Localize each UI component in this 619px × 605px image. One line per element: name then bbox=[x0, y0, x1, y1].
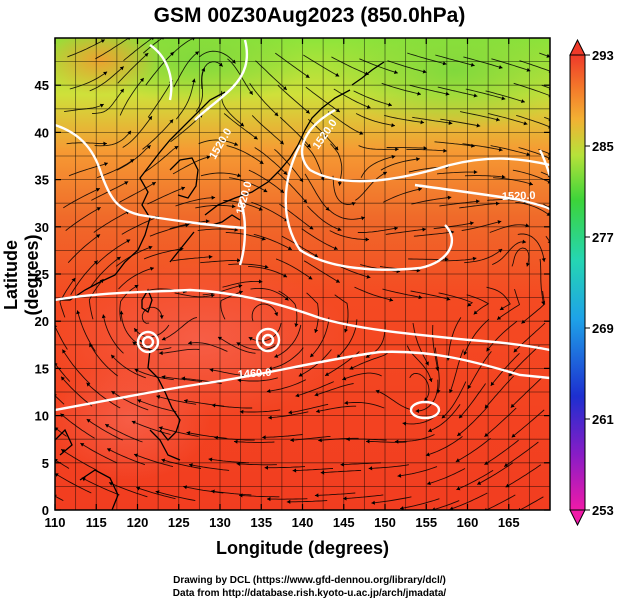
x-tick-label: 140 bbox=[292, 515, 314, 530]
colorbar-label: 261 bbox=[592, 412, 614, 427]
y-tick-label: 15 bbox=[35, 361, 49, 376]
x-tick-label: 130 bbox=[209, 515, 231, 530]
x-tick-label: 150 bbox=[374, 515, 396, 530]
x-tick-label: 115 bbox=[86, 515, 107, 530]
y-tick-label: 35 bbox=[35, 173, 49, 188]
y-tick-label: 5 bbox=[42, 456, 49, 471]
colorbar-label: 269 bbox=[592, 321, 614, 336]
height-contours bbox=[55, 39, 550, 420]
x-tick-label: 120 bbox=[127, 515, 149, 530]
colorbar-label: 293 bbox=[592, 48, 614, 63]
y-tick-label: 40 bbox=[35, 125, 49, 140]
colorbar-label: 253 bbox=[592, 503, 614, 518]
x-tick-label: 155 bbox=[415, 515, 437, 530]
x-tick-label: 145 bbox=[333, 515, 355, 530]
contour-label: 1520.0 bbox=[502, 190, 536, 203]
colorbar-label: 285 bbox=[592, 139, 614, 154]
y-tick-label: 20 bbox=[35, 314, 49, 329]
x-tick-label: 135 bbox=[250, 515, 272, 530]
colorbar: 293 285 277 269 261 253 bbox=[569, 38, 614, 527]
y-axis-ticks: 0 5 10 15 20 25 30 35 40 45 bbox=[35, 78, 550, 518]
credit-drawing: Drawing by DCL (https://www.gfd-dennou.o… bbox=[173, 575, 446, 586]
contour-label: 1460.0 bbox=[237, 367, 271, 381]
y-axis-label: Latitude (degrees) bbox=[1, 234, 42, 316]
x-axis-label: Longitude (degrees) bbox=[215, 538, 389, 558]
credit-data: Data from http://database.rish.kyoto-u.a… bbox=[172, 588, 447, 599]
x-tick-label: 160 bbox=[457, 515, 479, 530]
chart-title: GSM 00Z30Aug2023 (850.0hPa) bbox=[153, 4, 466, 27]
x-tick-label: 165 bbox=[498, 515, 520, 530]
colorbar-gradient bbox=[569, 54, 586, 511]
x-tick-label: 110 bbox=[45, 515, 66, 530]
y-tick-label: 0 bbox=[42, 503, 49, 518]
colorbar-top-arrow bbox=[569, 38, 586, 56]
colorbar-label: 277 bbox=[592, 230, 614, 245]
coastlines bbox=[55, 61, 385, 510]
wind-streamlines bbox=[55, 38, 550, 510]
x-tick-label: 125 bbox=[168, 515, 190, 530]
y-tick-label: 10 bbox=[35, 409, 49, 424]
y-tick-label: 25 bbox=[35, 267, 49, 282]
y-tick-label: 30 bbox=[35, 220, 49, 235]
x-axis-ticks: 110 115 120 125 130 135 140 145 150 155 160 165 bbox=[45, 38, 520, 530]
y-tick-label: 45 bbox=[35, 78, 49, 93]
colorbar-bottom-arrow bbox=[569, 509, 586, 527]
